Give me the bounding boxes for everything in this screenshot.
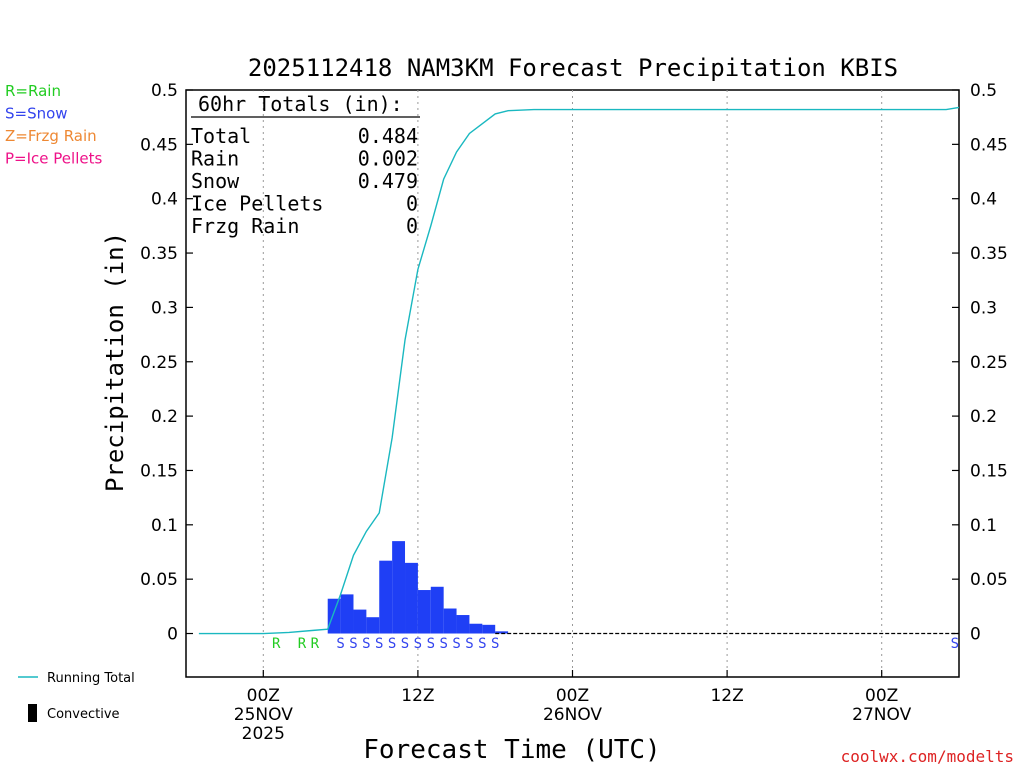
totals-row-label: Snow	[191, 169, 240, 193]
x-tick-label: 25NOV	[234, 705, 293, 725]
totals-row-value: 0	[406, 192, 418, 216]
totals-row-value: 0.002	[358, 147, 418, 171]
y-tick-label-left: 0.15	[140, 461, 178, 481]
chart-title: 2025112418 NAM3KM Forecast Precipitation…	[248, 54, 898, 82]
y-tick-label-left: 0.4	[151, 190, 178, 210]
ptype-marker: S	[452, 636, 460, 652]
y-tick-label-right: 0.5	[970, 81, 997, 101]
ptype-marker: S	[439, 636, 447, 652]
ptype-marker: S	[414, 636, 422, 652]
ptype-legend-item: Z=Frzg Rain	[5, 127, 97, 145]
ptype-marker: S	[427, 636, 435, 652]
precip-bar	[405, 562, 418, 634]
totals-row-label: Total	[191, 124, 251, 148]
y-tick-label-left: 0.3	[151, 298, 178, 318]
precip-bar	[430, 586, 444, 634]
ptype-marker: R	[311, 636, 320, 652]
y-tick-label-right: 0.2	[970, 407, 997, 427]
ptype-legend-item: S=Snow	[5, 105, 68, 123]
ptype-marker: S	[362, 636, 370, 652]
x-axis-label: Forecast Time (UTC)	[363, 735, 660, 765]
x-tick-label: 12Z	[401, 686, 434, 706]
totals-row-label: Rain	[191, 147, 239, 171]
totals-row-value: 0.484	[358, 124, 418, 148]
precip-bar	[379, 560, 393, 634]
ptype-marker: S	[349, 636, 357, 652]
y-tick-label-right: 0.15	[970, 461, 1008, 481]
x-tick-label: 00Z	[247, 686, 280, 706]
totals-row-label: Ice Pellets	[191, 192, 323, 216]
ptype-marker: S	[465, 636, 473, 652]
precip-bar	[417, 590, 431, 634]
x-tick-label: 00Z	[865, 686, 898, 706]
gridlines	[262, 90, 883, 677]
convective-legend-label: Convective	[47, 707, 120, 722]
y-tick-label-left: 0.1	[151, 516, 178, 536]
y-tick-label-left: 0.5	[151, 81, 178, 101]
ptype-marker: S	[491, 636, 499, 652]
y-tick-label-left: 0.2	[151, 407, 178, 427]
series-legend: Running Total Convective	[18, 671, 135, 722]
convective-legend-swatch	[28, 704, 37, 722]
y-tick-label-right: 0.4	[970, 190, 997, 210]
ptype-legend-item: P=Ice Pellets	[5, 150, 102, 168]
hourly-bars	[327, 541, 509, 634]
precip-bar	[353, 609, 367, 634]
totals-box: 60hr Totals (in): Total 0.484 Rain 0.002 Sno…	[191, 92, 420, 238]
y-tick-label-left: 0.45	[140, 135, 178, 155]
precip-type-legend: R=Rain S=Snow Z=Frzg Rain P=Ice Pellets	[5, 82, 102, 168]
x-tick-label: 00Z	[556, 686, 589, 706]
y-tick-label-right: 0.45	[970, 135, 1008, 155]
precip-bar	[392, 541, 406, 634]
x-tick-label: 27NOV	[852, 705, 911, 725]
totals-row-label: Frzg Rain	[191, 214, 299, 238]
y-tick-label-right: 0.35	[970, 244, 1008, 264]
totals-header: 60hr Totals (in):	[198, 92, 403, 116]
precip-bar	[327, 598, 341, 634]
y-tick-label-left: 0.05	[140, 570, 178, 590]
running-total-line	[198, 106, 960, 635]
precip-bar	[366, 617, 380, 634]
x-tick-label: 12Z	[710, 686, 743, 706]
running-total-legend-label: Running Total	[47, 671, 135, 686]
ptype-legend-item: R=Rain	[5, 82, 61, 100]
ptype-marker: R	[272, 636, 281, 652]
ptype-marker: S	[951, 636, 959, 652]
y-axis-label: Precipitation (in)	[101, 232, 129, 492]
credit-text: coolwx.com/modelts	[841, 747, 1014, 766]
precip-bar	[340, 594, 354, 634]
y-tick-label-right: 0.1	[970, 516, 997, 536]
y-tick-label-right: 0.05	[970, 570, 1008, 590]
precip-bar	[456, 615, 470, 634]
y-tick-label-right: 0.3	[970, 298, 997, 318]
totals-rows: Total 0.484 Rain 0.002 Snow 0.479 Ice Pellets 0…	[191, 124, 418, 238]
ptype-marker: S	[401, 636, 409, 652]
y-tick-label-left: 0.25	[140, 353, 178, 373]
y-tick-label-left: 0	[167, 625, 178, 645]
ptype-marker: S	[478, 636, 486, 652]
precip-bar	[495, 631, 509, 634]
ptype-marker: S	[388, 636, 396, 652]
ptype-marker: R	[298, 636, 307, 652]
y-tick-label-right: 0.25	[970, 353, 1008, 373]
ptype-marker: S	[336, 636, 344, 652]
ptype-marker: S	[375, 636, 383, 652]
precip-bar	[443, 608, 457, 634]
totals-row-value: 0.479	[358, 169, 418, 193]
y-axis-ticks: 0 00.05 0.050.1 0.10.15 0.150.2 0.20.25 0.250.…	[140, 81, 1008, 645]
x-tick-label: 26NOV	[543, 705, 602, 725]
precip-bar	[469, 623, 483, 634]
x-tick-label: 2025	[242, 724, 285, 744]
y-tick-label-right: 0	[970, 625, 981, 645]
totals-row-value: 0	[406, 214, 418, 238]
precip-bar	[482, 624, 496, 634]
y-tick-label-left: 0.35	[140, 244, 178, 264]
